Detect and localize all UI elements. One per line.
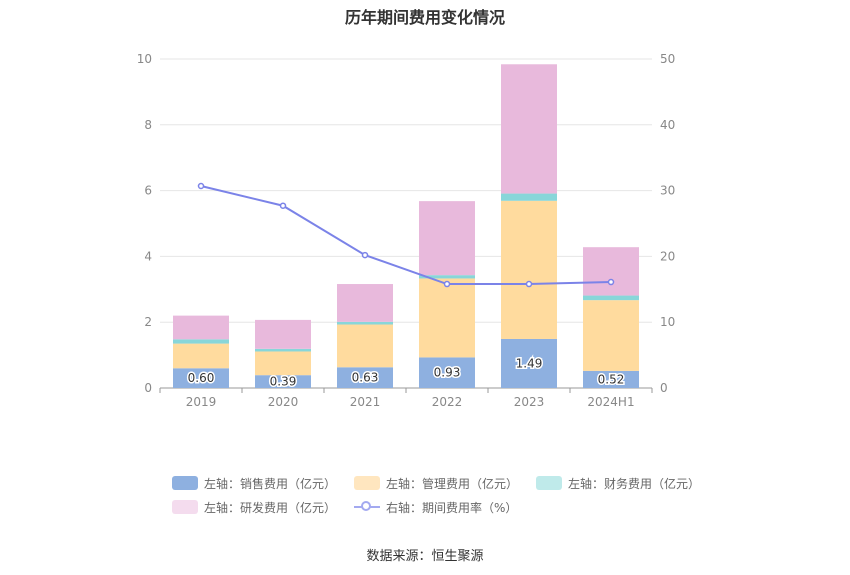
line-point	[361, 251, 369, 259]
bar-segment	[501, 193, 557, 201]
bar-segment	[337, 284, 393, 322]
bar-segment	[255, 319, 311, 349]
bar-segment	[173, 368, 229, 388]
bar-segment	[419, 357, 475, 388]
bar-segment	[501, 338, 557, 388]
bar-segment	[337, 324, 393, 368]
bar-data-label: 0.52	[598, 372, 625, 386]
bar-segment	[583, 247, 639, 296]
legend-label: 左轴：研发费用（亿元）	[204, 500, 337, 515]
bar-segment	[501, 64, 557, 194]
legend-item[interactable]: 右轴：期间费用率（%）	[354, 499, 517, 516]
bar-segment	[419, 201, 475, 276]
chart-legend: 左轴：销售费用（亿元） 左轴：管理费用（亿元） 左轴：财务费用（亿元） 左轴：研发费用…	[172, 472, 700, 520]
bar-segment	[173, 339, 229, 344]
line-point	[525, 280, 533, 288]
y-right-tick-label: 20	[660, 249, 675, 263]
y-left-tick-label: 0	[144, 381, 152, 395]
bar-data-label: 0.39	[270, 375, 297, 389]
legend-label: 左轴：财务费用（亿元）	[568, 476, 701, 491]
y-right-tick-label: 50	[660, 52, 675, 66]
bar-segment	[255, 375, 311, 388]
x-tick-label: 2020	[268, 395, 299, 409]
legend-swatch	[354, 476, 381, 490]
legend-item[interactable]: 左轴：管理费用（亿元）	[354, 475, 518, 492]
bar-segment	[173, 315, 229, 340]
x-tick-label: 2024H1	[587, 395, 634, 409]
y-right-tick-label: 0	[660, 381, 668, 395]
legend-line-marker	[354, 500, 381, 514]
legend-swatch	[172, 500, 198, 514]
legend-item[interactable]: 左轴：财务费用（亿元）	[536, 475, 700, 492]
legend-swatch	[536, 476, 563, 490]
bar-segment	[173, 343, 229, 369]
bar-segment	[501, 200, 557, 339]
legend-swatch	[172, 476, 198, 490]
bar-segment	[583, 300, 639, 371]
bar-data-label: 0.63	[352, 371, 379, 385]
bar-segment	[255, 351, 311, 376]
bar-segment	[337, 367, 393, 388]
x-tick-label: 2023	[514, 395, 545, 409]
y-right-tick-label: 40	[660, 118, 675, 132]
y-left-tick-label: 6	[144, 184, 152, 198]
bar-segment	[337, 321, 393, 325]
bar-segment	[583, 370, 639, 388]
x-tick-label: 2021	[350, 395, 381, 409]
bar-data-label: 1.49	[516, 356, 543, 370]
legend-item[interactable]: 左轴：销售费用（亿元）	[172, 475, 336, 492]
x-tick-label: 2022	[432, 395, 463, 409]
bar-data-label: 0.93	[434, 366, 461, 380]
bar-segment	[255, 348, 311, 352]
bar-segment	[583, 295, 639, 301]
bar-segment	[419, 275, 475, 279]
legend-label: 左轴：管理费用（亿元）	[386, 476, 519, 491]
y-right-tick-label: 30	[660, 184, 675, 198]
legend-label: 右轴：期间费用率（%）	[386, 500, 518, 515]
bar-segment	[419, 278, 475, 358]
bar-data-label: 0.60	[188, 371, 215, 385]
y-left-tick-label: 10	[137, 52, 152, 66]
legend-row: 左轴：研发费用（亿元） 右轴：期间费用率（%）	[172, 496, 692, 518]
x-tick-label: 2019	[186, 395, 217, 409]
data-source: 数据来源：恒生聚源	[366, 549, 484, 564]
y-right-tick-label: 10	[660, 315, 675, 329]
series-line	[200, 185, 612, 286]
line-point	[443, 280, 451, 288]
y-left-tick-label: 8	[144, 118, 152, 132]
line-point	[607, 278, 615, 286]
chart-title: 历年期间费用变化情况	[344, 8, 505, 27]
line-point	[279, 202, 287, 209]
legend-item[interactable]: 左轴：研发费用（亿元）	[172, 499, 336, 516]
line-point	[197, 182, 205, 190]
y-left-tick-label: 2	[144, 315, 152, 329]
legend-row: 左轴：销售费用（亿元） 左轴：管理费用（亿元） 左轴：财务费用（亿元）	[172, 472, 700, 494]
legend-label: 左轴：销售费用（亿元）	[204, 476, 337, 491]
y-left-tick-label: 4	[144, 249, 152, 263]
